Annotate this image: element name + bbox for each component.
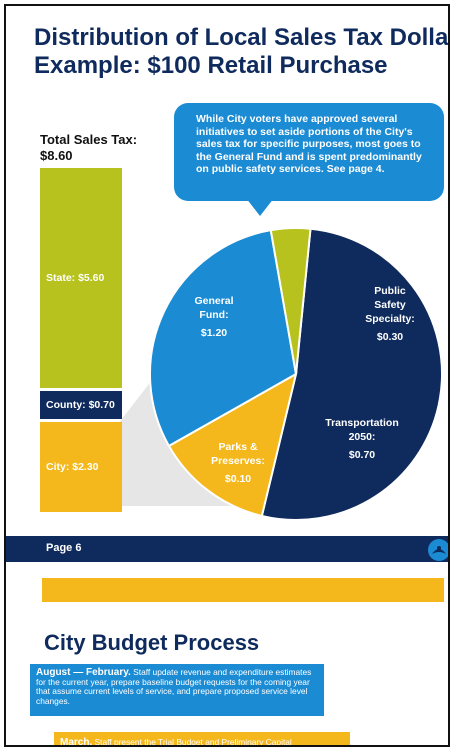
timeline-item-march: March. Staff present the Trial Budget an… <box>54 732 350 747</box>
total-label-text: Total Sales Tax: <box>40 132 138 147</box>
pie-label-line: $0.10 <box>225 473 251 485</box>
pie-slice-2 <box>149 229 298 448</box>
section-band <box>42 578 444 602</box>
pie-label-line: General <box>194 295 233 307</box>
bar-segment-state: State: $5.60 <box>40 168 122 389</box>
pie-slice-1 <box>167 371 298 518</box>
timeline-item-august: August — February. Staff update revenue … <box>30 664 324 716</box>
pie-label-line: Public <box>374 285 406 297</box>
phoenix-icon <box>432 546 446 554</box>
page-number: Page 6 <box>46 542 82 554</box>
pie-label-line: Parks & <box>218 441 258 453</box>
total-sales-tax-label: Total Sales Tax: $8.60 <box>40 132 137 164</box>
bar-segment-city: City: $2.30 <box>40 421 122 512</box>
pie-labels: General Fund: $1.20 Public Safety Specialty: $… <box>194 285 414 485</box>
pie-label-line: $0.30 <box>377 331 403 343</box>
total-label-amount: $8.60 <box>40 148 73 163</box>
bar-segment-label: County: $0.70 <box>46 398 115 411</box>
title-line-2: Example: $100 Retail Purchase <box>34 52 388 79</box>
city-logo-icon <box>428 539 448 561</box>
pie-label-line: $1.20 <box>201 327 227 339</box>
pie-label-line: Fund: <box>199 309 228 321</box>
pie-slice-0 <box>260 227 443 521</box>
page-frame: Distribution of Local Sales Tax Dollars … <box>4 4 450 747</box>
bar-segment-county: County: $0.70 <box>40 391 122 419</box>
footer-band <box>6 536 448 562</box>
pie-label-2: Transportation 2050: $0.70 <box>325 417 399 461</box>
pie-label-line: 2050: <box>349 431 376 443</box>
timeline-item-march-text: Staff present the Trial Budget and Preli… <box>94 737 292 747</box>
budget-process-title: City Budget Process <box>44 630 260 655</box>
pie-label-line: Safety <box>374 299 406 311</box>
timeline-item-august-text: Staff update revenue and expenditure est… <box>36 667 312 706</box>
callout-text: While City voters have approved several … <box>196 113 422 175</box>
pie-label-line: Transportation <box>325 417 399 429</box>
pie-label-line: Specialty: <box>365 313 415 325</box>
pie-slice-3 <box>269 227 312 375</box>
pie-label-line: Preserves: <box>211 455 265 467</box>
pie-label-line: $0.70 <box>349 449 375 461</box>
pie-label-0: General Fund: $1.20 <box>194 295 233 339</box>
bar-segment-label: City: $2.30 <box>46 460 99 473</box>
callout-bubble: While City voters have approved several … <box>174 103 444 201</box>
timeline-item-march-heading: March. <box>60 737 93 747</box>
title-line-1: Distribution of Local Sales Tax Dollars <box>34 24 450 51</box>
callout-tail <box>246 198 274 216</box>
pie-chart: General Fund: $1.20 Public Safety Specialty: $… <box>118 227 443 521</box>
pie-slices <box>149 227 443 521</box>
bar-segment-label: State: $5.60 <box>46 272 105 285</box>
timeline-item-august-heading: August — February. <box>36 667 131 678</box>
pie-label-3: Parks & Preserves: $0.10 <box>211 441 265 485</box>
page-title: Distribution of Local Sales Tax Dollars … <box>34 24 450 80</box>
pie-label-1: Public Safety Specialty: $0.30 <box>365 285 415 343</box>
